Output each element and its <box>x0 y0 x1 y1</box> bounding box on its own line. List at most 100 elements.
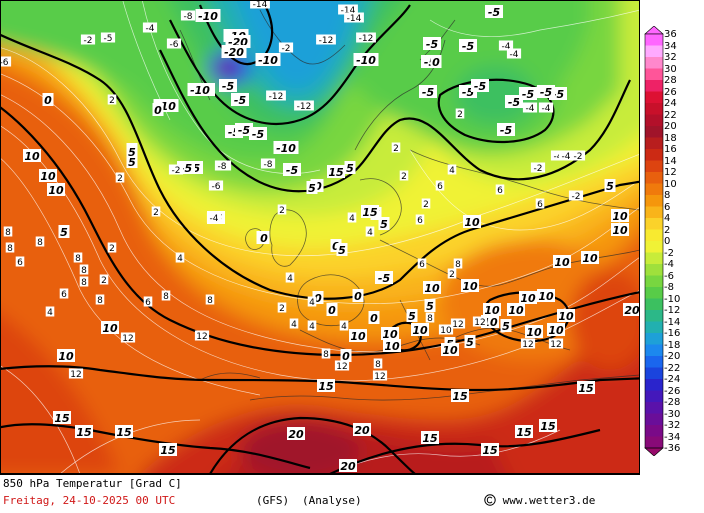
color-scale-label: -26 <box>664 385 681 397</box>
svg-text:4: 4 <box>341 322 347 332</box>
isotherm-label: 10 <box>383 339 401 353</box>
color-scale-step <box>645 206 663 219</box>
svg-text:10: 10 <box>558 310 574 323</box>
svg-text:6: 6 <box>145 298 151 308</box>
svg-text:10: 10 <box>424 282 440 295</box>
color-scale-label: -18 <box>664 339 681 351</box>
isotherm-label: 15 <box>75 425 93 439</box>
color-scale-step <box>645 390 663 403</box>
isotherm-label: 0 <box>312 291 324 305</box>
svg-text:10: 10 <box>526 326 542 339</box>
svg-text:15: 15 <box>328 166 344 179</box>
value-label: 2 <box>99 274 109 286</box>
value-label: 4 <box>285 272 295 284</box>
svg-text:-5: -5 <box>252 128 265 141</box>
svg-text:15: 15 <box>482 444 498 457</box>
isotherm-label: 10 <box>519 291 537 305</box>
color-scale-label: 28 <box>664 75 677 86</box>
copyright-notice[interactable]: www.wetter3.de <box>484 494 595 507</box>
svg-text:4: 4 <box>47 308 53 318</box>
isotherm-label: 10 <box>547 323 565 337</box>
svg-text:8: 8 <box>81 266 87 276</box>
isotherm-label: 5 <box>378 217 390 231</box>
svg-text:10: 10 <box>40 170 56 183</box>
color-scale-label: 32 <box>664 52 677 63</box>
svg-text:4: 4 <box>449 166 455 176</box>
isotherm-label: 10 <box>463 215 481 229</box>
isotherm-label: -5 <box>471 79 489 93</box>
value-label: 2 <box>455 108 465 120</box>
value-label: 8 <box>321 348 331 360</box>
svg-text:4: 4 <box>177 254 183 264</box>
isotherm-label: -5 <box>537 85 555 99</box>
svg-text:5: 5 <box>60 226 68 239</box>
svg-text:8: 8 <box>455 260 461 270</box>
svg-text:12: 12 <box>374 372 385 382</box>
color-scale-top-arrow <box>644 26 664 35</box>
isotherm-label: -5 <box>519 87 537 101</box>
isotherm-label: 20 <box>353 423 371 437</box>
color-scale-step <box>645 80 663 92</box>
svg-text:12: 12 <box>474 318 485 328</box>
svg-text:10: 10 <box>612 210 628 223</box>
isotherm-label: 15 <box>539 419 557 433</box>
isotherm-label: 5 <box>306 181 318 195</box>
value-label: 4 <box>365 226 375 238</box>
svg-text:10: 10 <box>612 224 628 237</box>
isotherm-label: 15 <box>481 443 499 457</box>
color-scale-label: 6 <box>664 201 671 213</box>
svg-text:-5: -5 <box>500 124 513 137</box>
color-scale-step <box>645 114 663 127</box>
isotherm-label: 0 <box>368 311 380 325</box>
value-label: 12 <box>548 338 564 350</box>
isotherm-label: 15 <box>421 431 439 445</box>
value-label: 12 <box>520 338 536 350</box>
color-scale-step <box>645 287 663 299</box>
value-label: 2 <box>399 170 409 182</box>
svg-text:-5: -5 <box>286 164 299 177</box>
color-scale-label: 10 <box>664 178 677 190</box>
isotherm-label: -5 <box>249 127 267 141</box>
isotherm-label: 10 <box>461 279 479 293</box>
svg-text:5: 5 <box>346 162 354 175</box>
svg-text:-2: -2 <box>282 44 291 54</box>
value-label: 4 <box>307 320 317 332</box>
color-scale-label: -8 <box>664 282 674 293</box>
isotherm-label: 0 <box>258 231 270 245</box>
svg-text:-4: -4 <box>502 42 511 52</box>
isotherm-label: -5 <box>235 123 253 137</box>
svg-text:-12: -12 <box>297 102 312 112</box>
value-label: 12 <box>68 368 84 380</box>
svg-text:5: 5 <box>426 300 434 313</box>
color-scale-step <box>645 172 663 184</box>
isotherm-label: -5 <box>231 93 249 107</box>
color-scale-label: 20 <box>664 121 677 132</box>
value-label: -2 <box>278 42 294 54</box>
color-scale-label: -36 <box>664 443 681 454</box>
color-scale-step <box>645 367 663 380</box>
isotherm-label: 10 <box>581 251 599 265</box>
svg-text:10: 10 <box>538 290 554 303</box>
color-scale-label: -34 <box>664 431 681 443</box>
color-scale-label: 22 <box>664 109 677 121</box>
isotherm-label: 10 <box>57 349 75 363</box>
value-label: 8 <box>73 252 83 264</box>
isotherm-label: 10 <box>23 149 41 163</box>
value-label: 6 <box>143 296 153 308</box>
svg-text:-8: -8 <box>218 162 227 172</box>
svg-text:8: 8 <box>427 314 433 324</box>
svg-text:12: 12 <box>122 334 133 344</box>
svg-text:10: 10 <box>440 326 452 336</box>
color-scale-label: 16 <box>664 144 677 155</box>
svg-text:15: 15 <box>540 420 556 433</box>
value-label: 2 <box>115 172 125 184</box>
svg-text:6: 6 <box>61 290 67 300</box>
value-label: -4 <box>142 22 158 34</box>
analysis-label: (Analyse) <box>302 494 362 507</box>
isotherm-label: 10 <box>553 255 571 269</box>
svg-text:-2: -2 <box>84 36 93 46</box>
svg-text:-10: -10 <box>198 10 218 23</box>
svg-text:2: 2 <box>279 206 285 216</box>
value-label: 8 <box>5 242 15 254</box>
svg-text:8: 8 <box>81 278 87 288</box>
